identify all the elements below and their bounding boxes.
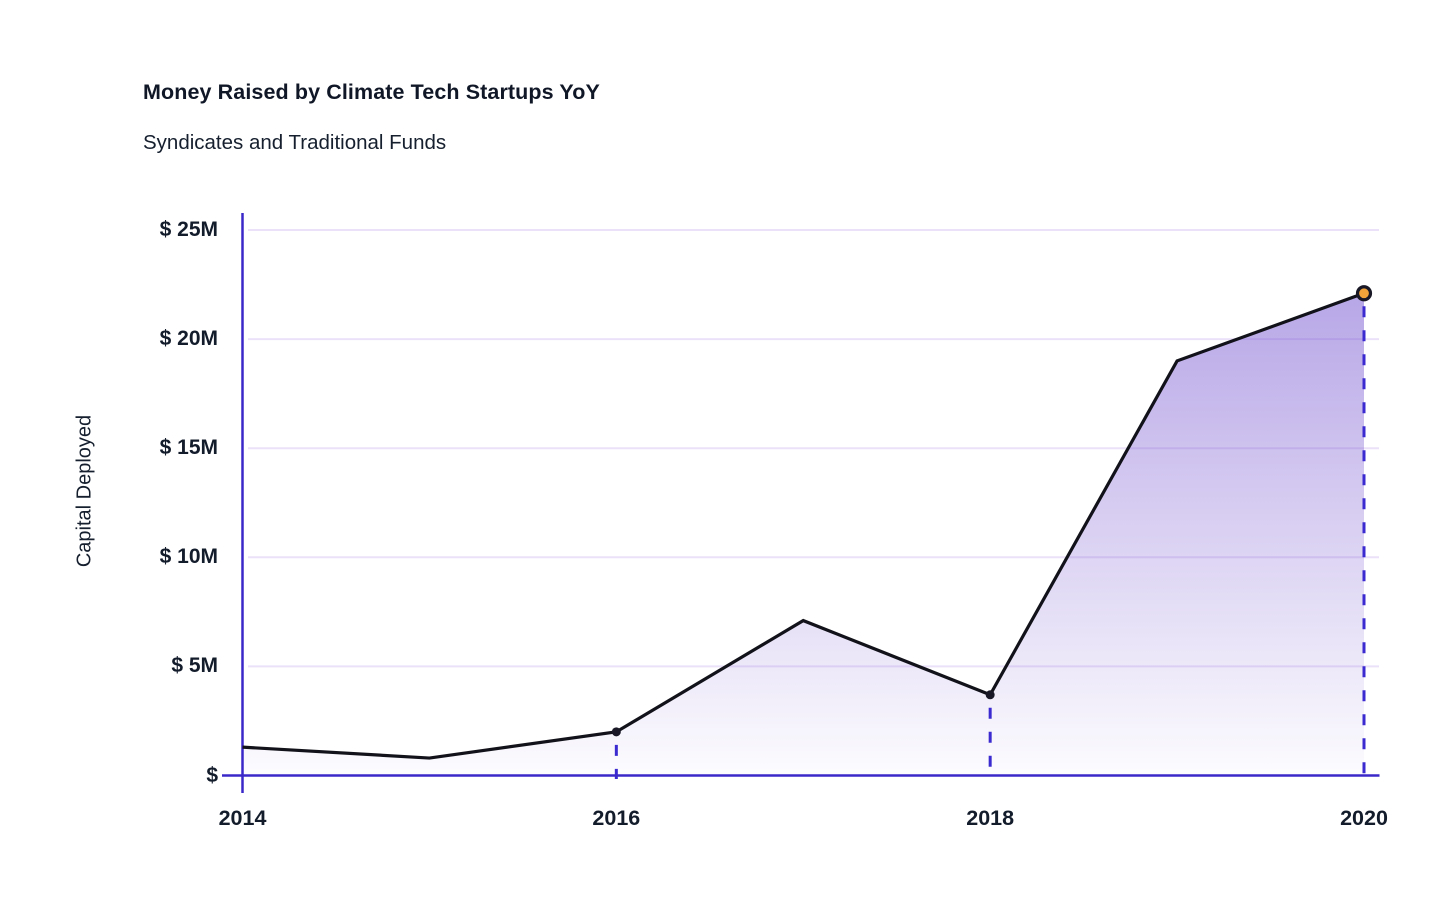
y-tick-label: $ 5M [171, 654, 218, 678]
area-fill [242, 293, 1364, 776]
x-tick-label: 2018 [966, 806, 1015, 830]
data-point-dot [985, 690, 995, 700]
y-tick-label: $ 15M [159, 436, 218, 460]
chart-subtitle: Syndicates and Traditional Funds [143, 131, 447, 154]
data-point-dot [611, 727, 621, 737]
data-line [242, 291, 1365, 760]
y-tick-label: $ 10M [159, 545, 218, 569]
y-tick-label: $ [206, 763, 218, 787]
chart-title: Money Raised by Climate Tech Startups Yo… [143, 80, 600, 104]
highlight-data-point [1355, 285, 1373, 302]
x-tick-label: 2020 [1340, 806, 1388, 830]
x-tick-label: 2016 [592, 806, 641, 830]
x-tick-label: 2014 [218, 806, 267, 830]
y-tick-label: $ 25M [159, 218, 218, 241]
y-tick-label: $ 20M [159, 327, 218, 351]
